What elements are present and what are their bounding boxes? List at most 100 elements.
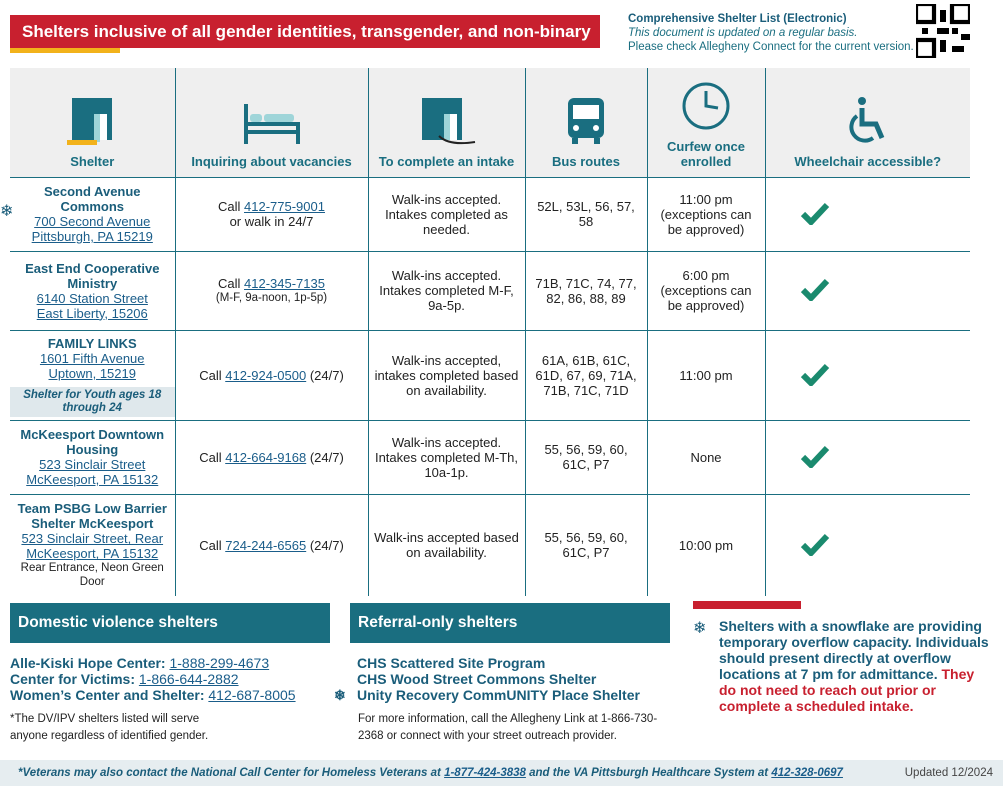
phone-link[interactable]: 1-888-299-4673 (169, 655, 270, 671)
hours: or walk in 24/7 (229, 214, 314, 229)
shelter-name: FAMILY LINKS (47, 335, 137, 351)
check-icon (801, 202, 830, 226)
updated: Updated 12/2024 (904, 767, 993, 779)
note: *The DV/IPV shelters listed will serve a… (10, 713, 209, 742)
list-info: Comprehensive Shelter List (Electronic) … (628, 12, 914, 54)
bus-cell: 61A, 61B, 61C, 61D, 67, 69, 71A, 71B, 71… (525, 330, 648, 420)
accent (693, 601, 801, 609)
address-link[interactable]: Pittsburgh, PA 15219 (31, 229, 153, 244)
bus-cell: 52L, 53L, 56, 57, 58 (525, 177, 648, 251)
title: Shelters inclusive of all gender identit… (10, 15, 600, 48)
vacancy-cell: Call 724-244-6565 (24/7) (175, 494, 369, 596)
address-link[interactable]: Uptown, 15219 (48, 365, 136, 381)
phone-link[interactable]: 412-345-7135 (244, 275, 325, 291)
shelter-name: Team PSBG Low Barrier Shelter McKeesport (17, 501, 167, 532)
table-row: ❄ Second Avenue Commons 700 Second Avenue P… (0, 177, 970, 251)
wheelchair-cell (765, 251, 970, 330)
hours: (24/7) (306, 367, 344, 383)
column-header: Inquiring about vacancies (175, 68, 369, 177)
snowflake-icon: ❄ (0, 202, 14, 220)
column-header: Bus routes (525, 68, 648, 177)
hours: (24/7) (306, 537, 344, 553)
vacancy-cell: Call 412-924-0500 (24/7) (175, 330, 369, 420)
footer: *Veterans may also contact the National … (0, 760, 1003, 786)
intake-cell: Walk-ins accepted based on availability. (368, 494, 526, 596)
column-icon (243, 103, 300, 144)
column-icon (682, 82, 730, 129)
accent (10, 48, 120, 53)
phone-link[interactable]: 412-664-9168 (225, 449, 307, 465)
intake-cell: Walk-ins accepted. Intakes completed M-T… (368, 420, 526, 494)
check-icon (801, 278, 830, 303)
intake-cell: Walk-ins accepted. Intakes completed as … (368, 177, 526, 251)
intake-cell: Walk-ins accepted. Intakes completed M-F… (368, 251, 526, 330)
note: Please check Allegheny Connect for the c… (628, 41, 914, 53)
curfew-cell: None (647, 420, 766, 494)
text: Call (199, 367, 226, 383)
address-link[interactable]: McKeesport, PA 15132 (26, 472, 159, 487)
dv-item: Women’s Center and Shelter: 412-687-8005 (10, 687, 330, 703)
column-title: Curfew once enrolled (666, 138, 745, 169)
curfew-cell: 11:00 pm (647, 330, 766, 420)
curfew-cell: 10:00 pm (647, 494, 766, 596)
shelter-name: McKeesport Downtown Housing (20, 427, 165, 457)
table-row: McKeesport Downtown Housing 523 Sinclair … (10, 420, 970, 494)
address-link[interactable]: East Liberty, 15206 (36, 305, 148, 321)
vacancy-cell: Call 412-345-7135 (M-F, 9a-noon, 1p-5p) (175, 251, 369, 330)
address-link[interactable]: 523 Sinclair Street (39, 457, 146, 472)
phone-link[interactable]: 412-328-0697 (771, 767, 843, 779)
list-title: Comprehensive Shelter List (Electronic) (628, 13, 847, 25)
shelter-note: Rear Entrance, Neon Green Door (20, 562, 164, 589)
column-header: To complete an intake (368, 68, 526, 177)
referral-section: Referral-only shelters CHS Scattered Sit… (334, 603, 670, 745)
intake-cell: Walk-ins accepted, intakes completed bas… (368, 330, 526, 420)
section-title: Referral-only shelters (350, 603, 670, 643)
hours: (M-F, 9a-noon, 1p-5p) (215, 291, 328, 304)
check-icon (801, 445, 830, 469)
phone-link[interactable]: 412-775-9001 (244, 199, 325, 214)
column-icon (849, 96, 885, 143)
column-icon (421, 97, 475, 144)
table-row: Team PSBG Low Barrier Shelter McKeesport… (10, 494, 970, 596)
text: Call (199, 449, 226, 465)
column-title: Bus routes (552, 153, 620, 169)
bus-cell: 55, 56, 59, 60, 61C, P7 (525, 420, 648, 494)
text: *Veterans may also contact the National … (18, 767, 445, 779)
column-header: Shelter (10, 68, 176, 177)
address-link[interactable]: 1601 Fifth Avenue (39, 350, 145, 366)
qr-code[interactable] (916, 4, 970, 58)
snowflake-icon: ❄ (334, 687, 346, 703)
phone-link[interactable]: 724-244-6565 (225, 537, 307, 553)
check-icon (801, 363, 830, 387)
shelter-cell: Team PSBG Low Barrier Shelter McKeesport… (10, 494, 176, 596)
dv-name: Center for Victims: (10, 671, 139, 687)
address-link[interactable]: 523 Sinclair Street, Rear (21, 531, 164, 547)
table-row: FAMILY LINKS 1601 Fifth Avenue Uptown, 152… (10, 330, 970, 420)
shelter-tag: Shelter for Youth ages 18 through 24 (10, 386, 175, 417)
column-header: Wheelchair accessible? (765, 68, 970, 177)
phone-link[interactable]: 412-687-8005 (208, 687, 296, 703)
curfew-cell: 11:00 pm (exceptions can be approved) (647, 177, 766, 251)
phone-link[interactable]: 1-877-424-3838 (444, 767, 526, 779)
wheelchair-cell (765, 494, 970, 596)
address-link[interactable]: 700 Second Avenue (34, 214, 151, 229)
referral-item: ❄ Unity Recovery CommUNITY Place Shelter (334, 687, 670, 703)
dv-name: Alle-Kiski Hope Center: (10, 655, 170, 671)
address-link[interactable]: McKeesport, PA 15132 (26, 546, 159, 562)
address-link[interactable]: 6140 Station Street (36, 290, 148, 306)
text: Shelters with a snowflake are providing … (719, 618, 989, 682)
text: and the VA Pittsburgh Healthcare System … (525, 767, 772, 779)
column-title: Shelter (70, 153, 115, 169)
text: Call (199, 537, 226, 553)
note: This document is updated on a regular ba… (628, 27, 858, 39)
table-row: East End Cooperative Ministry 6140 Statio… (10, 251, 970, 330)
referral-name: CHS Wood Street Commons Shelter (357, 671, 597, 687)
section-title: Domestic violence shelters (10, 603, 330, 643)
column-title: Inquiring about vacancies (191, 153, 352, 169)
phone-link[interactable]: 412-924-0500 (225, 367, 307, 383)
referral-item: CHS Scattered Site Program (350, 655, 670, 671)
referral-name: Unity Recovery CommUNITY Place Shelter (357, 687, 640, 703)
vacancy-cell: Call 412-775-9001 or walk in 24/7 (175, 177, 369, 251)
phone-link[interactable]: 1-866-644-2882 (138, 671, 239, 687)
